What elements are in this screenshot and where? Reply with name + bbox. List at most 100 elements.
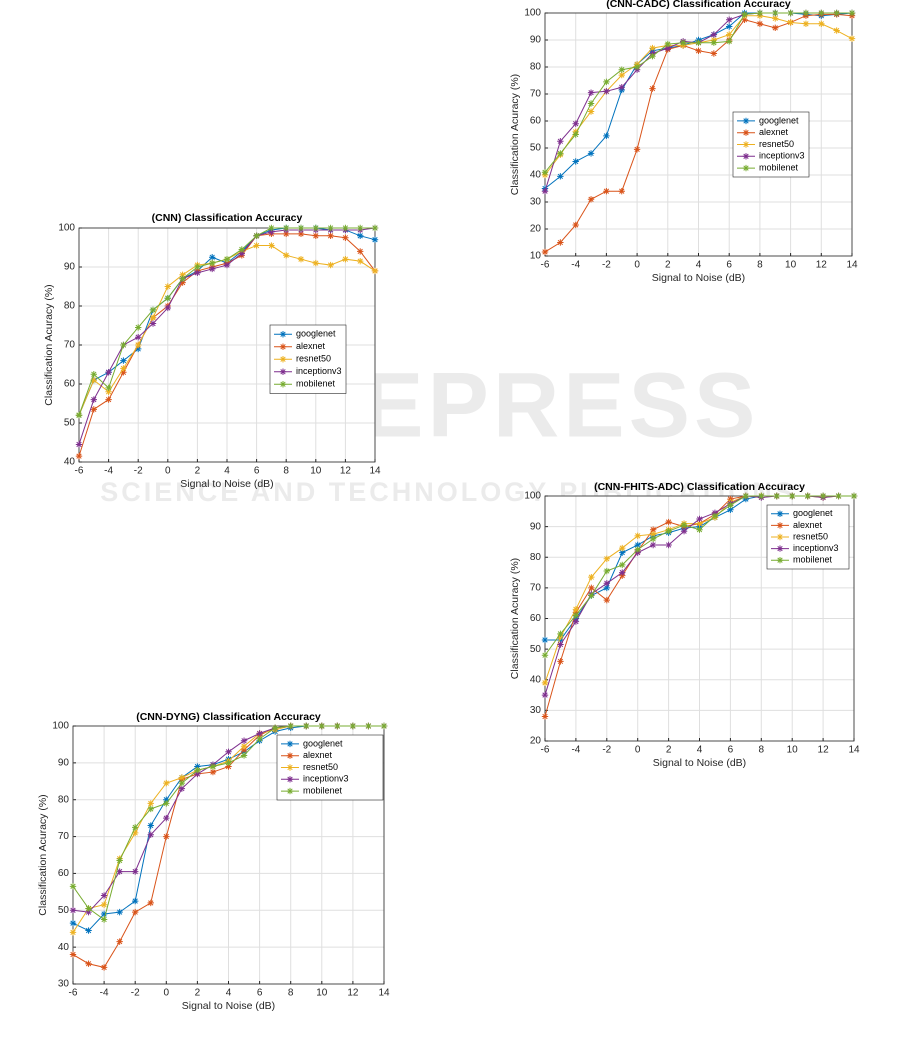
x-tick-label: 4: [696, 260, 702, 271]
y-tick-label: 80: [530, 552, 542, 563]
point-marker: [557, 138, 564, 145]
point-marker: [132, 897, 139, 905]
point-marker: [756, 20, 764, 27]
x-tick-label: -6: [541, 260, 550, 271]
point-marker: [572, 618, 580, 625]
point-marker: [665, 541, 672, 549]
point-marker: [557, 658, 564, 665]
legend-label: googlenet: [759, 115, 799, 125]
axes-box: [78, 227, 376, 463]
point-marker: [710, 31, 718, 38]
point-marker: [618, 71, 625, 79]
point-marker: [848, 9, 856, 17]
point-marker: [132, 829, 139, 837]
y-tick-label: 90: [58, 757, 70, 768]
chart: 10 20 30 40 50 60 70 80 90 100 -6 -4 -2 0 2 4 6 8 10 12 14 (C…: [509, 0, 858, 284]
y-tick-label: 100: [524, 8, 541, 19]
point-marker: [132, 908, 139, 916]
x-tick-label: 4: [226, 988, 232, 999]
point-marker: [664, 40, 671, 48]
point-marker: [100, 901, 108, 908]
legend-marker: [279, 381, 287, 388]
y-tick-label: 70: [58, 831, 70, 842]
point-marker: [833, 27, 840, 34]
x-tick-label: -4: [100, 988, 109, 999]
point-marker: [342, 224, 349, 232]
point-marker: [85, 908, 92, 916]
x-tick-label: -6: [541, 745, 550, 756]
point-marker: [90, 396, 97, 403]
point-marker: [90, 406, 97, 413]
point-marker: [773, 492, 780, 500]
point-marker: [69, 919, 77, 927]
point-marker: [105, 369, 112, 376]
point-marker: [819, 492, 827, 500]
legend-label: resnet50: [296, 354, 331, 364]
x-tick-label: -2: [131, 988, 140, 999]
point-marker: [848, 35, 856, 42]
point-marker: [149, 306, 157, 314]
legend-marker: [742, 141, 750, 148]
legend-marker: [742, 117, 750, 125]
point-marker: [271, 724, 279, 732]
legend: googlenet alexnet resnet50 inceptionv3mobil…: [732, 111, 810, 178]
y-tick-label: 50: [64, 418, 76, 429]
chart-title: (CNN-CADC) Classification Accuracy: [606, 0, 791, 10]
point-marker: [283, 252, 290, 259]
chart: 40 50 60 70 80 90 100 -6 -4 -2 0 2 4 6 8 10 12 14 (CNN) Cl…: [43, 212, 381, 490]
point-marker: [75, 412, 83, 419]
y-tick-label: 100: [58, 223, 75, 234]
y-tick-label: 100: [524, 491, 541, 502]
point-marker: [818, 20, 825, 27]
y-tick-label: 50: [58, 905, 70, 916]
point-marker: [357, 257, 364, 265]
y-tick-label: 90: [530, 35, 542, 46]
point-marker: [603, 567, 610, 575]
point-marker: [334, 722, 341, 730]
point-marker: [618, 66, 625, 73]
axes-box: [544, 495, 855, 742]
y-tick-label: 90: [530, 521, 542, 532]
y-tick-label: 20: [530, 224, 542, 235]
legend-label: alexnet: [793, 520, 823, 530]
point-marker: [209, 265, 216, 273]
point-marker: [727, 501, 734, 509]
x-tick-label: 0: [164, 988, 170, 999]
legend-label: inceptionv3: [296, 366, 342, 376]
x-tick-label: -2: [602, 260, 611, 271]
point-marker: [327, 232, 334, 239]
y-tick-label: 40: [530, 170, 542, 181]
point-marker: [85, 905, 92, 912]
legend-marker: [776, 533, 784, 541]
point-marker: [726, 38, 733, 45]
point-marker: [726, 31, 733, 38]
y-tick-label: 80: [58, 794, 70, 805]
point-marker: [572, 612, 580, 619]
point-marker: [742, 492, 750, 500]
point-marker: [240, 752, 248, 759]
point-marker: [120, 365, 127, 372]
y-axis-label: Classification Acuracy (%): [509, 558, 521, 679]
point-marker: [541, 652, 549, 659]
x-tick-label: -2: [134, 466, 143, 477]
point-marker: [223, 256, 231, 263]
x-tick-label: 6: [257, 988, 263, 999]
point-marker: [225, 759, 232, 767]
point-marker: [90, 376, 97, 384]
point-marker: [357, 224, 364, 232]
legend-marker: [279, 331, 287, 338]
point-marker: [603, 88, 610, 95]
point-marker: [603, 555, 610, 562]
y-tick-label: 50: [530, 644, 542, 655]
point-marker: [664, 44, 671, 52]
legend-marker: [776, 510, 784, 517]
point-marker: [557, 239, 564, 246]
point-marker: [588, 592, 595, 599]
point-marker: [135, 334, 142, 341]
legend-label: inceptionv3: [759, 151, 805, 161]
legend-marker: [286, 740, 294, 748]
x-tick-label: 0: [634, 260, 640, 271]
point-marker: [297, 256, 305, 263]
x-tick-label: 14: [848, 745, 860, 756]
